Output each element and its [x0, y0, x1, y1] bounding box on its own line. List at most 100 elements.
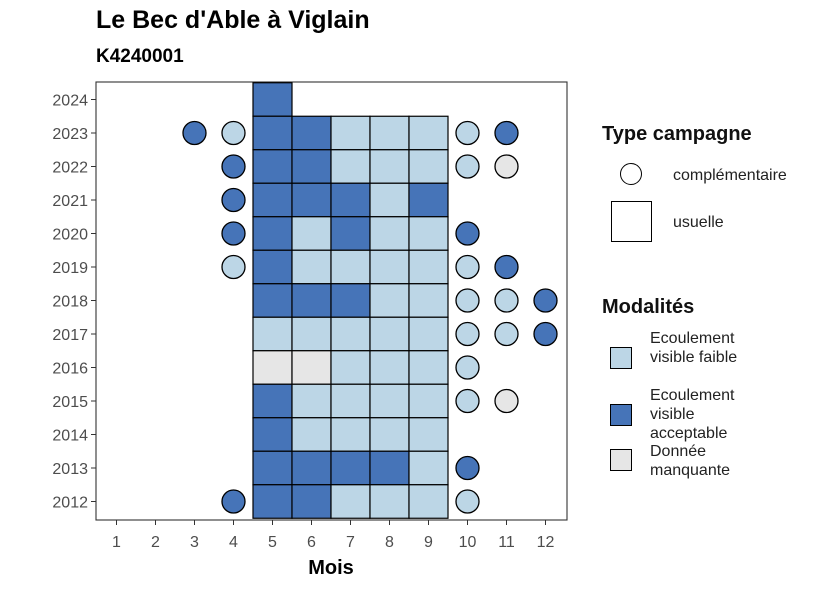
usuelle-cell — [330, 182, 371, 218]
complementaire-point — [455, 455, 480, 481]
complementaire-point — [221, 154, 246, 179]
usuelle-cell — [291, 350, 332, 385]
usuelle-cell — [330, 383, 371, 419]
legend-key-faible — [610, 347, 632, 369]
complementaire-point — [221, 489, 246, 514]
usuelle-cell — [369, 149, 410, 184]
usuelle-cell — [252, 450, 293, 486]
complementaire-point — [494, 288, 519, 313]
y-tick-label: 2013 — [52, 461, 88, 478]
usuelle-cell — [291, 484, 332, 519]
complementaire-point — [494, 321, 519, 347]
legend-shape-title: Type campagne — [602, 123, 752, 145]
usuelle-cell — [252, 216, 293, 251]
usuelle-cell — [408, 216, 449, 251]
complementaire-point — [533, 321, 558, 347]
usuelle-cell — [330, 417, 371, 452]
usuelle-cell — [291, 417, 332, 452]
usuelle-cell — [252, 417, 293, 452]
complementaire-point — [494, 120, 519, 146]
legend-circle-key — [620, 163, 642, 185]
usuelle-cell — [408, 249, 449, 285]
complementaire-point — [221, 221, 246, 246]
complementaire-point — [221, 187, 246, 213]
usuelle-cell — [408, 283, 449, 318]
y-tick-label: 2014 — [52, 428, 88, 445]
legend-key-manquante — [610, 449, 632, 471]
usuelle-cell — [369, 417, 410, 452]
complementaire-point — [455, 489, 480, 514]
y-tick-label: 2018 — [52, 294, 88, 311]
usuelle-cell — [369, 484, 410, 519]
usuelle-cell — [408, 484, 449, 519]
usuelle-cell — [252, 283, 293, 318]
y-tick-label: 2024 — [52, 93, 88, 110]
usuelle-cell — [369, 249, 410, 285]
complementaire-point — [533, 288, 558, 313]
y-tick-label: 2015 — [52, 394, 88, 411]
complementaire-point — [455, 321, 480, 347]
usuelle-cell — [291, 149, 332, 184]
usuelle-cell — [330, 316, 371, 352]
usuelle-cell — [330, 283, 371, 318]
usuelle-cell — [369, 283, 410, 318]
usuelle-cell — [252, 484, 293, 519]
usuelle-cell — [408, 383, 449, 419]
complementaire-point — [221, 120, 246, 146]
x-tick-label: 9 — [424, 534, 433, 551]
usuelle-cell — [252, 149, 293, 184]
x-tick-label: 5 — [268, 534, 277, 551]
legend-label-usuelle: usuelle — [673, 214, 724, 231]
usuelle-cell — [330, 450, 371, 486]
usuelle-cell — [291, 249, 332, 285]
x-tick-label: 7 — [346, 534, 355, 551]
x-axis-title: Mois — [308, 557, 354, 579]
complementaire-point — [221, 254, 246, 280]
legend-label-manquante: Donnée manquante — [650, 443, 731, 479]
usuelle-cell — [330, 216, 371, 251]
y-tick-label: 2012 — [52, 495, 88, 512]
usuelle-cell — [408, 417, 449, 452]
legend-label-acceptable: Ecoulement visible acceptable — [650, 387, 735, 442]
y-tick-label: 2020 — [52, 227, 88, 244]
usuelle-cell — [252, 182, 293, 218]
legend-key-acceptable — [610, 404, 632, 426]
usuelle-cell — [369, 115, 410, 151]
usuelle-cell — [252, 115, 293, 151]
usuelle-cell — [369, 383, 410, 419]
usuelle-cell — [330, 484, 371, 519]
x-tick-label: 8 — [385, 534, 394, 551]
y-tick-label: 2021 — [52, 193, 88, 210]
usuelle-cell — [369, 450, 410, 486]
usuelle-cell — [252, 383, 293, 419]
usuelle-cell — [369, 350, 410, 385]
usuelle-cell — [408, 316, 449, 352]
usuelle-cell — [369, 316, 410, 352]
complementaire-point — [182, 120, 207, 146]
usuelle-cell — [252, 316, 293, 352]
chart-title: Le Bec d'Able à Viglain — [96, 6, 370, 34]
complementaire-point — [455, 120, 480, 146]
usuelle-cell — [330, 249, 371, 285]
complementaire-point — [455, 288, 480, 313]
x-tick-label: 11 — [498, 534, 515, 551]
usuelle-cell — [408, 149, 449, 184]
usuelle-cell — [330, 115, 371, 151]
y-tick-label: 2023 — [52, 126, 88, 143]
x-tick-label: 4 — [229, 534, 238, 551]
x-tick-label: 2 — [151, 534, 160, 551]
y-tick-label: 2022 — [52, 160, 88, 177]
y-tick-label: 2016 — [52, 361, 88, 378]
legend-label-complementaire: complémentaire — [673, 167, 787, 184]
legend-label-faible: Ecoulement visible faible — [650, 330, 738, 366]
x-tick-label: 10 — [459, 534, 477, 551]
complementaire-point — [455, 388, 480, 414]
usuelle-cell — [330, 350, 371, 385]
complementaire-point — [494, 154, 519, 179]
usuelle-cell — [252, 350, 293, 385]
x-tick-label: 1 — [112, 534, 121, 551]
x-tick-label: 3 — [190, 534, 199, 551]
x-tick-label: 12 — [537, 534, 555, 551]
usuelle-cell — [291, 283, 332, 318]
